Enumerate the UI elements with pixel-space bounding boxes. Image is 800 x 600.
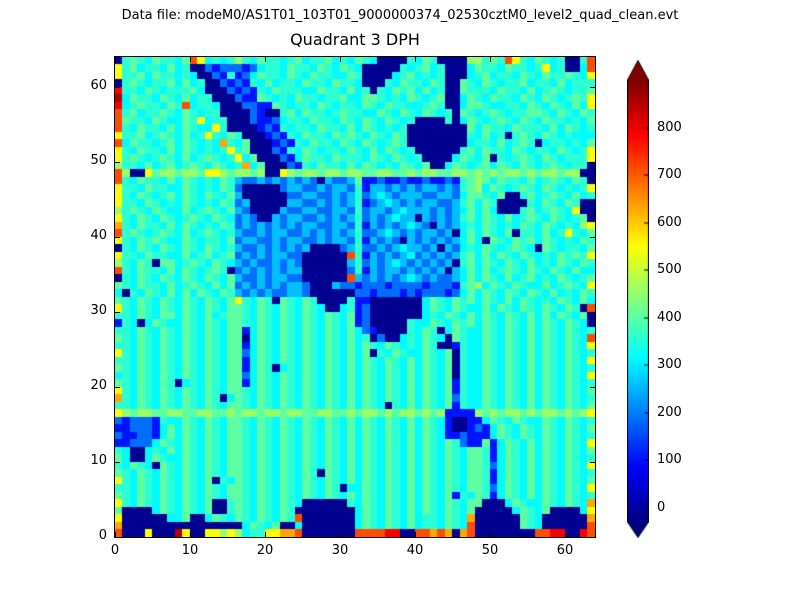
y-tick-mark	[115, 236, 120, 238]
colorbar-tick-label: 800	[657, 119, 682, 135]
x-axis-tick-label: 30	[331, 543, 349, 558]
y-tick-mark	[115, 461, 120, 463]
y-tick-mark-right	[590, 236, 595, 238]
x-tick-mark	[414, 532, 416, 537]
x-tick-mark	[264, 532, 266, 537]
colorbar-tick-label: 200	[657, 404, 682, 420]
colorbar-tick-label: 300	[657, 357, 682, 373]
y-axis-tick-label: 50	[90, 153, 107, 168]
x-axis-tick-label: 50	[481, 543, 499, 558]
heatmap-image	[115, 57, 595, 537]
x-tick-mark-top	[114, 57, 116, 62]
x-axis-tick-label: 0	[110, 543, 120, 558]
y-axis-tick-label: 30	[90, 303, 107, 318]
x-tick-mark-top	[339, 57, 341, 62]
x-tick-mark	[489, 532, 491, 537]
x-tick-mark	[339, 532, 341, 537]
colorbar-tick-label: 100	[657, 452, 682, 468]
y-axis-tick-label: 20	[90, 378, 107, 393]
y-tick-mark	[115, 536, 120, 538]
y-axis-tick-label: 60	[90, 78, 107, 93]
colorbar-tick-label: 600	[657, 214, 682, 230]
y-axis-tick-label: 40	[90, 228, 107, 243]
x-tick-mark	[564, 532, 566, 537]
plot-area	[114, 56, 596, 538]
x-tick-mark	[114, 532, 116, 537]
x-axis-tick-label: 60	[556, 543, 574, 558]
colorbar-tick-label: 400	[657, 309, 682, 325]
y-tick-mark-right	[590, 86, 595, 88]
y-tick-mark	[115, 161, 120, 163]
y-axis-tick-label: 10	[90, 453, 107, 468]
chart-title: Quadrant 3 DPH	[290, 30, 420, 49]
x-axis-tick-label: 10	[181, 543, 199, 558]
x-tick-mark-top	[564, 57, 566, 62]
x-axis-tick-label: 40	[406, 543, 424, 558]
colorbar-tick-label: 700	[657, 167, 682, 183]
y-tick-mark	[115, 311, 120, 313]
y-tick-mark	[115, 86, 120, 88]
datafile-header-text: Data file: modeM0/AS1T01_103T01_90000003…	[121, 8, 679, 23]
x-tick-mark-top	[489, 57, 491, 62]
y-axis-tick-label: 0	[98, 528, 107, 543]
y-tick-mark-right	[590, 311, 595, 313]
x-axis-tick-label: 20	[256, 543, 274, 558]
x-tick-mark-top	[414, 57, 416, 62]
y-tick-mark	[115, 386, 120, 388]
y-tick-mark-right	[590, 461, 595, 463]
y-tick-mark-right	[590, 161, 595, 163]
colorbar-tick-label: 0	[657, 499, 666, 515]
x-tick-mark-top	[189, 57, 191, 62]
colorbar-tick-label: 500	[657, 262, 682, 278]
x-tick-mark	[189, 532, 191, 537]
y-tick-mark-right	[590, 536, 595, 538]
x-tick-mark-top	[264, 57, 266, 62]
y-tick-mark-right	[590, 386, 595, 388]
colorbar	[627, 60, 649, 538]
